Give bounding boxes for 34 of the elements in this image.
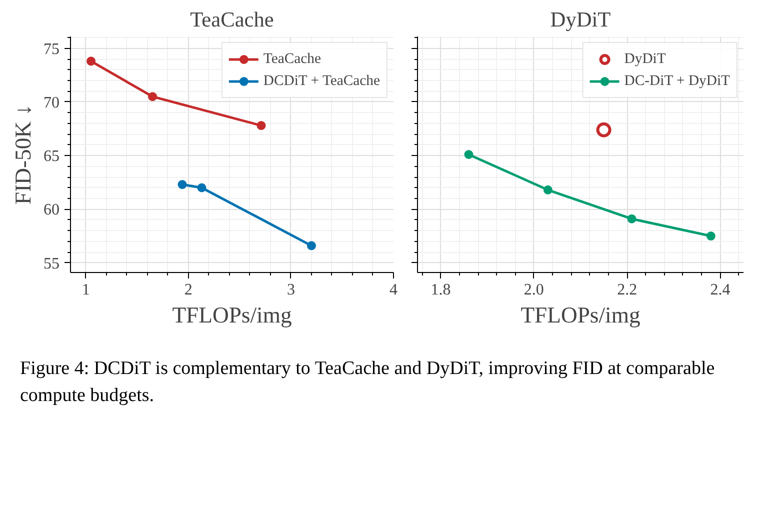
x-tick-label: 3 <box>286 282 295 298</box>
x-axis-title: TFLOPs/img <box>520 302 640 328</box>
point <box>148 92 158 102</box>
y-tick-label: 65 <box>44 148 60 166</box>
point <box>256 121 266 130</box>
x-tick-label: 1 <box>82 282 90 298</box>
y-axis-title: FID-50K ↓ <box>10 104 36 205</box>
chart-title: DyDiT <box>550 8 611 32</box>
x-tick-label: 2.2 <box>617 282 638 298</box>
y-tick-label: 75 <box>44 40 60 58</box>
x-axis-title: TFLOPs/img <box>172 302 292 328</box>
caption: Figure 4: DCDiT is complementary to TeaCache and DyDiT, improving FID at comparable compute budgets. <box>20 357 716 408</box>
x-tick-label: 2.4 <box>710 282 730 298</box>
point <box>197 183 206 192</box>
y-tick-label: 60 <box>44 202 60 219</box>
y-tick-label: 55 <box>44 255 60 272</box>
point <box>596 122 612 138</box>
legend-label: TeaCache <box>263 50 321 68</box>
legend-label: DC-DiT + DyDiT <box>624 72 730 90</box>
x-tick-label: 2.0 <box>524 282 544 298</box>
legend-label: DCDiT + TeaCache <box>263 72 380 90</box>
point <box>306 241 316 250</box>
point <box>464 150 474 159</box>
point <box>706 232 716 241</box>
x-tick-label: 4 <box>390 282 398 298</box>
point <box>627 214 636 224</box>
chart-title: TeaCache <box>190 8 274 32</box>
point <box>86 56 96 66</box>
point <box>543 185 552 194</box>
point <box>178 180 187 190</box>
x-tick-label: 1.8 <box>430 282 451 298</box>
x-tick-label: 2 <box>184 282 192 298</box>
y-tick-label: 70 <box>44 94 60 112</box>
legend-label: DyDiT <box>624 50 666 68</box>
